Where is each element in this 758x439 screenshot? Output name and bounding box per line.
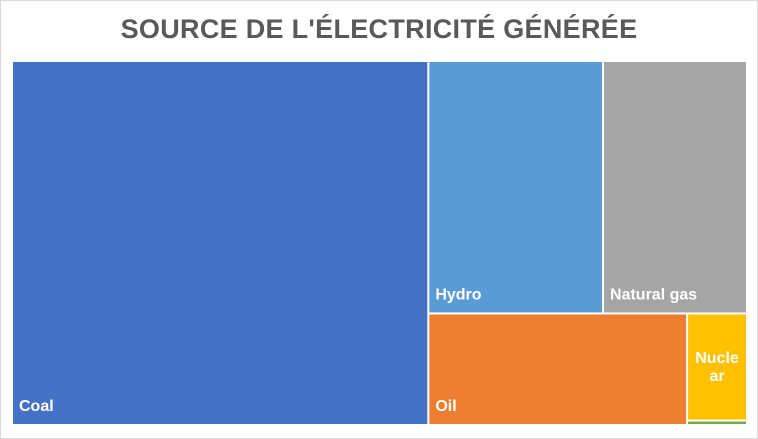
tile-oil bbox=[429, 314, 687, 424]
tile-label-nuclear: Nucle bbox=[695, 350, 739, 367]
chart-title: SOURCE DE L'ÉLECTRICITÉ GÉNÉRÉE bbox=[120, 14, 638, 44]
tile-natural-gas bbox=[604, 62, 746, 313]
tile-hydro bbox=[429, 62, 603, 313]
tile-label-hydro: Hydro bbox=[435, 286, 481, 303]
tile-nuclear bbox=[688, 314, 746, 420]
tile-label-oil: Oil bbox=[435, 398, 456, 415]
tile-unlabeled bbox=[688, 421, 746, 424]
tile-label-natural-gas: Natural gas bbox=[610, 286, 697, 303]
tile-coal bbox=[13, 62, 428, 424]
tile-label-nuclear: ar bbox=[709, 368, 724, 385]
tile-label-coal: Coal bbox=[19, 398, 54, 415]
